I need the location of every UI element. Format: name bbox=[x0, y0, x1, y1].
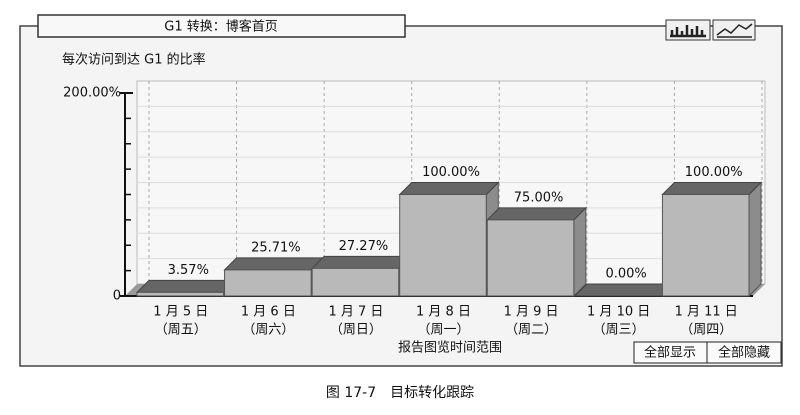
x-tick-sublabel: （周六） bbox=[242, 323, 294, 338]
bar-top bbox=[223, 257, 325, 271]
hide-all-button[interactable]: 全部隐藏 bbox=[706, 341, 782, 364]
x-tick-label: 1 月 10 日 bbox=[587, 305, 650, 320]
x-tick-sublabel: （周四） bbox=[680, 323, 732, 338]
x-tick-sublabel: （周五） bbox=[155, 323, 207, 338]
bar-top bbox=[398, 182, 500, 195]
x-tick-sublabel: （周三） bbox=[593, 323, 645, 338]
bar bbox=[136, 291, 225, 297]
x-tick-label: 1 月 11 日 bbox=[675, 305, 738, 320]
button-label: 全部隐藏 bbox=[718, 345, 770, 361]
y-tick-label: 200.00% bbox=[63, 86, 121, 101]
button-label: 全部显示 bbox=[644, 345, 696, 361]
value-label: 0.00% bbox=[605, 267, 646, 282]
x-tick-label: 1 月 8 日 bbox=[416, 305, 471, 320]
bar-side bbox=[573, 206, 587, 298]
x-tick-sublabel: （周一） bbox=[417, 323, 469, 338]
bar bbox=[311, 267, 400, 297]
bar-side bbox=[748, 181, 762, 298]
x-tick-sublabel: （周日） bbox=[330, 323, 382, 338]
value-label: 3.57% bbox=[168, 263, 209, 278]
header-title: G1 转换：博客首页 bbox=[164, 19, 277, 35]
bar-top bbox=[135, 279, 237, 293]
bar-top bbox=[573, 283, 675, 297]
bar-top bbox=[661, 182, 763, 195]
y-tick-label: 0 bbox=[113, 289, 121, 304]
value-label: 25.71% bbox=[251, 240, 301, 255]
value-label: 100.00% bbox=[422, 165, 480, 180]
bar bbox=[399, 194, 487, 297]
x-axis-title: 报告图览时间范围 bbox=[398, 340, 502, 356]
x-tick-label: 1 月 5 日 bbox=[153, 305, 208, 320]
x-tick-label: 1 月 6 日 bbox=[241, 305, 296, 320]
figure-caption: 图 17-7 目标转化跟踪 bbox=[326, 385, 474, 401]
header-tab bbox=[37, 14, 406, 38]
x-tick-sublabel: （周二） bbox=[505, 323, 557, 338]
bar-top bbox=[486, 207, 588, 221]
line-view-button[interactable] bbox=[712, 19, 756, 41]
value-label: 27.27% bbox=[339, 239, 389, 254]
bar bbox=[224, 269, 312, 297]
bar-top bbox=[310, 255, 412, 269]
y-axis-title: 每次访问到达 G1 的比率 bbox=[62, 52, 206, 68]
value-label: 100.00% bbox=[685, 165, 743, 180]
plot: 0 200.00% 3.57% 1 月 5 日 （周五） 25.71% 1 月 6 日 （周六… bbox=[63, 80, 766, 338]
x-tick-label: 1 月 9 日 bbox=[504, 305, 559, 320]
bar-view-button[interactable] bbox=[665, 19, 711, 41]
show-all-button[interactable]: 全部显示 bbox=[633, 341, 708, 364]
x-tick-label: 1 月 7 日 bbox=[328, 305, 383, 320]
bar bbox=[661, 194, 750, 297]
bar bbox=[486, 219, 575, 297]
value-label: 75.00% bbox=[514, 190, 564, 205]
